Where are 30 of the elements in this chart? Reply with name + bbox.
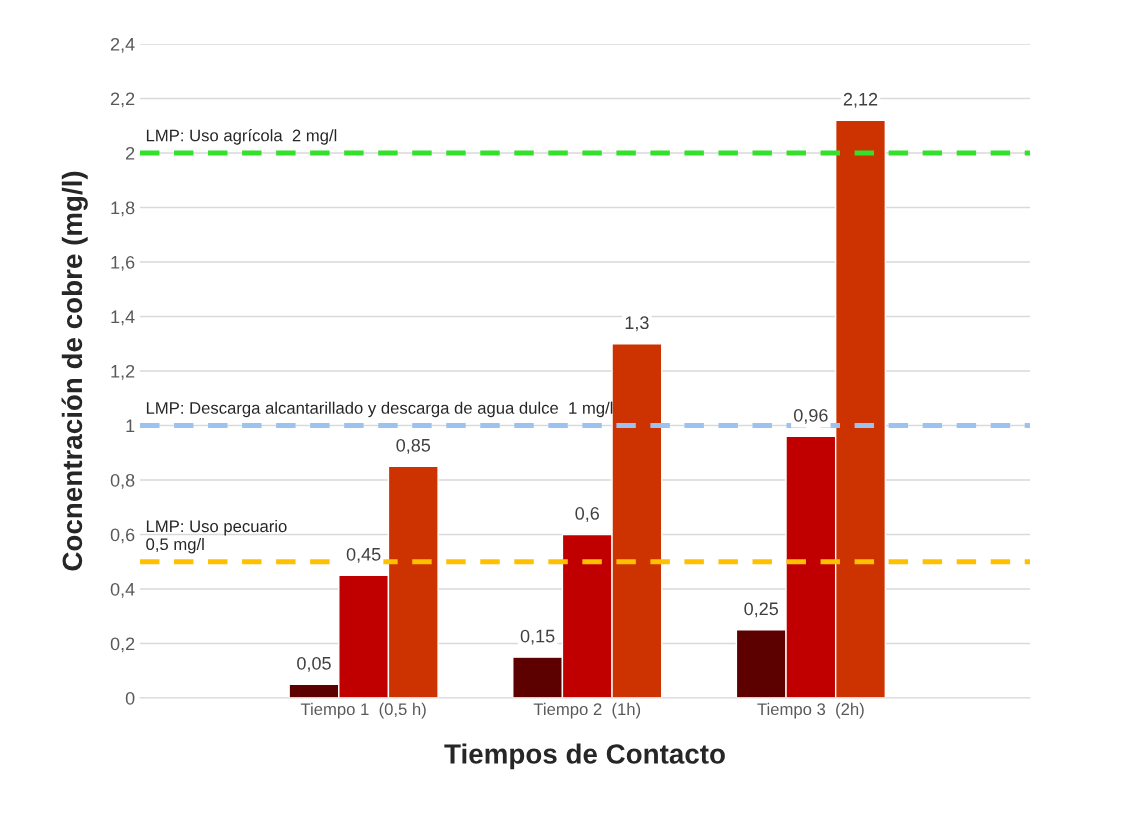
- y-tick-label: 1,8: [111, 201, 135, 217]
- data-label: 0,05: [297, 656, 331, 672]
- ref-line-label: LMP: Descarga alcantarillado y descarga de agua dulce 1 mg/l: [146, 401, 613, 418]
- data-label: 0,85: [396, 438, 431, 454]
- y-tick-label: 0,2: [110, 637, 135, 653]
- y-tick-label: 2: [126, 146, 135, 160]
- y-tick-label: 0,6: [110, 528, 135, 544]
- x-tick-label: Tiempo 1 (0,5 h): [300, 702, 426, 719]
- data-label: 0,45: [346, 547, 381, 563]
- x-tick-label: Tiempo 2 (1h): [533, 702, 641, 719]
- y-tick-label: 0: [125, 691, 135, 705]
- data-label: 1,3: [625, 316, 649, 332]
- ref-line-label: LMP: Uso pecuario 0,5 mg/l: [146, 519, 287, 554]
- y-tick-label: 1: [126, 419, 135, 433]
- x-tick-label: Tiempo 3 (2h): [757, 702, 864, 719]
- y-axis-title: Cocnentración de cobre (mg/l): [61, 171, 88, 571]
- x-axis-title: Tiempos de Contacto: [444, 743, 725, 770]
- y-tick-label: 0,8: [110, 473, 135, 489]
- ref-line-label: LMP: Uso agrícola 2 mg/l: [146, 128, 337, 145]
- y-tick-label: 1,2: [111, 364, 135, 380]
- y-tick-label: 2,4: [110, 37, 135, 53]
- y-tick-label: 1,6: [111, 255, 135, 271]
- data-label: 0,6: [575, 507, 599, 522]
- data-label: 2,12: [843, 92, 878, 108]
- y-tick-label: 1,4: [111, 310, 135, 326]
- y-tick-label: 0,4: [110, 582, 135, 598]
- data-label: 0,15: [520, 629, 555, 645]
- data-label: 0,25: [744, 602, 779, 618]
- y-tick-label: 2,2: [110, 92, 135, 108]
- data-label: 0,96: [793, 408, 828, 424]
